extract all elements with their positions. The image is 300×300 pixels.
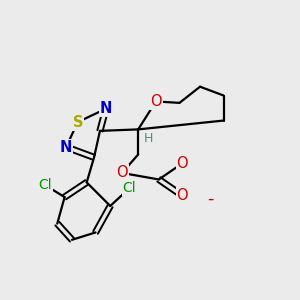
Text: -: - <box>207 190 214 208</box>
Text: N: N <box>60 140 72 154</box>
Text: S: S <box>73 115 83 130</box>
Text: O: O <box>116 166 128 181</box>
Text: Cl: Cl <box>39 178 52 192</box>
Text: H: H <box>144 132 153 145</box>
Text: O: O <box>177 156 188 171</box>
Text: Cl: Cl <box>123 181 136 195</box>
Text: N: N <box>100 101 112 116</box>
Text: O: O <box>177 188 188 203</box>
Text: O: O <box>150 94 162 109</box>
